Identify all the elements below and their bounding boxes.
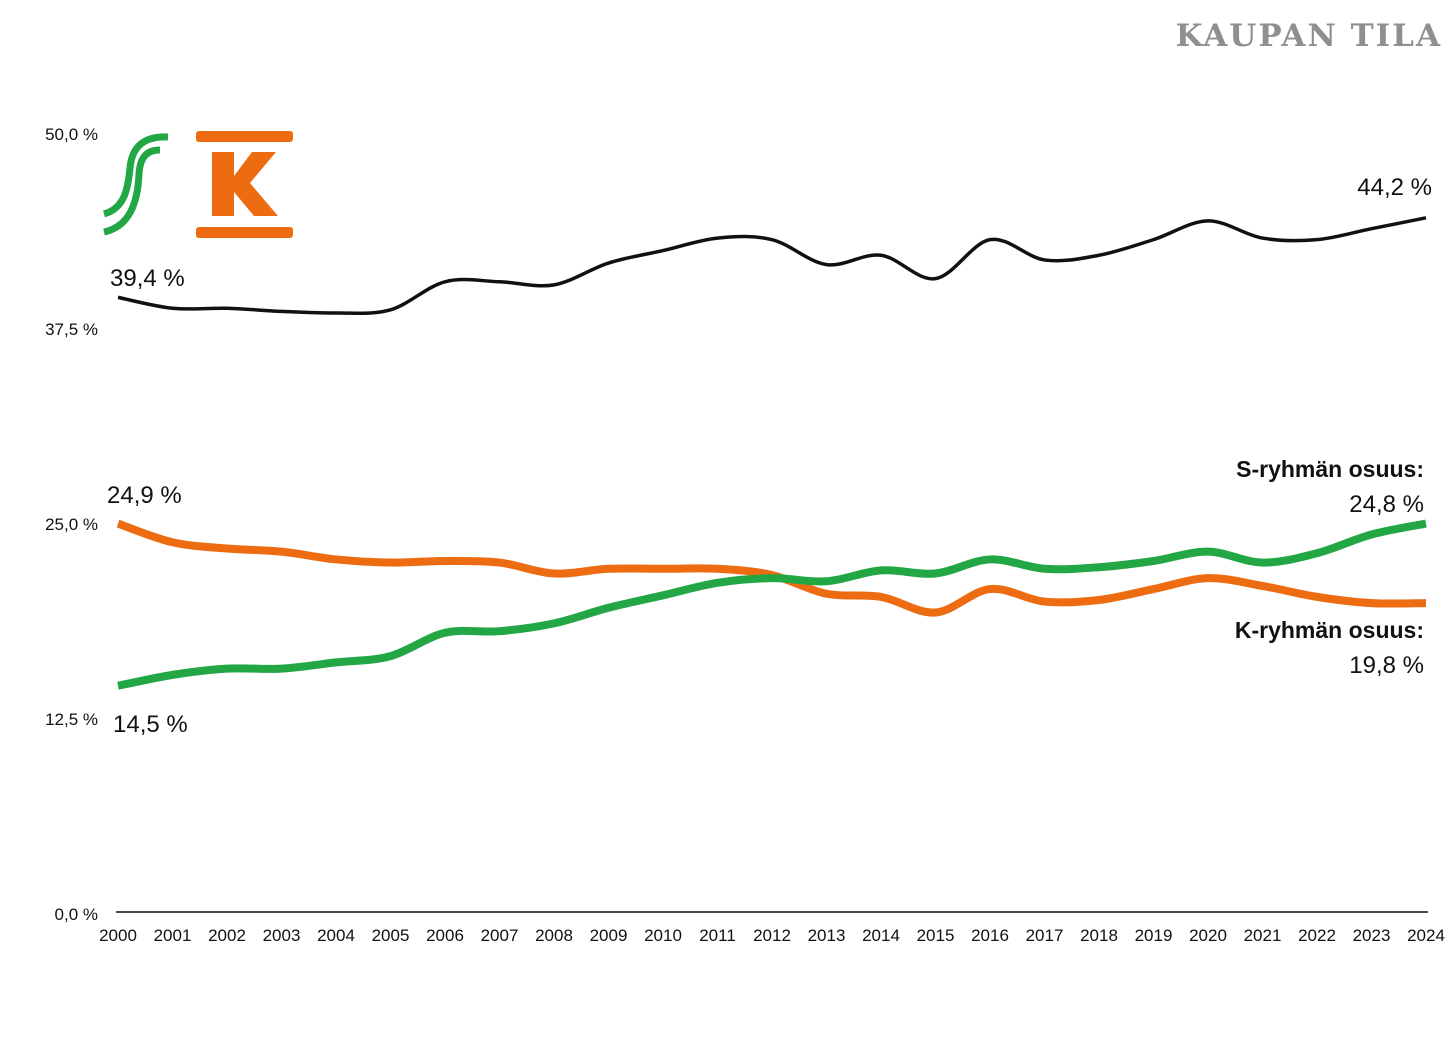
combined-end-label: 44,2 % [1357,174,1432,201]
x-tick-label: 2000 [99,926,137,945]
k-end-label: 19,8 % [1349,652,1424,679]
s-group-share-line [117,519,1427,690]
y-tick-label: 25,0 % [45,515,98,534]
k-series-title: K-ryhmän osuus: [1235,617,1424,643]
x-tick-label: 2010 [644,926,682,945]
x-tick-label: 2001 [154,926,192,945]
s-series-title: S-ryhmän osuus: [1236,456,1424,482]
x-tick-label: 2008 [535,926,573,945]
combined-share-line [117,216,1427,316]
x-tick-label: 2015 [917,926,955,945]
k-group-logo-icon [196,131,293,238]
x-tick-label: 2006 [426,926,464,945]
x-tick-label: 2024 [1407,926,1445,945]
x-tick-label: 2012 [753,926,791,945]
x-tick-label: 2005 [372,926,410,945]
s-group-logo-icon [102,133,169,236]
x-tick-label: 2014 [862,926,900,945]
x-tick-label: 2002 [208,926,246,945]
s-start-label: 14,5 % [113,711,188,738]
x-tick-label: 2011 [699,926,736,945]
x-tick-label: 2022 [1298,926,1336,945]
y-tick-label: 0,0 % [55,905,98,924]
x-tick-label: 2021 [1244,926,1282,945]
x-tick-label: 2009 [590,926,628,945]
k-start-label: 24,9 % [107,482,182,509]
k-group-share-line [116,519,1427,617]
y-tick-label: 50,0 % [45,125,98,144]
x-tick-label: 2007 [481,926,519,945]
x-tick-label: 2003 [263,926,301,945]
x-tick-label: 2019 [1135,926,1173,945]
y-tick-label: 12,5 % [45,710,98,729]
x-tick-label: 2017 [1026,926,1064,945]
x-tick-label: 2016 [971,926,1009,945]
x-tick-label: 2013 [808,926,846,945]
x-tick-label: 2023 [1353,926,1391,945]
x-tick-label: 2004 [317,926,355,945]
combined-start-label: 39,4 % [110,265,185,292]
y-tick-label: 37,5 % [45,320,98,339]
x-tick-label: 2020 [1189,926,1227,945]
s-end-label: 24,8 % [1349,491,1424,518]
brand-title: KAUPAN TILA [1175,18,1442,54]
x-tick-label: 2018 [1080,926,1118,945]
